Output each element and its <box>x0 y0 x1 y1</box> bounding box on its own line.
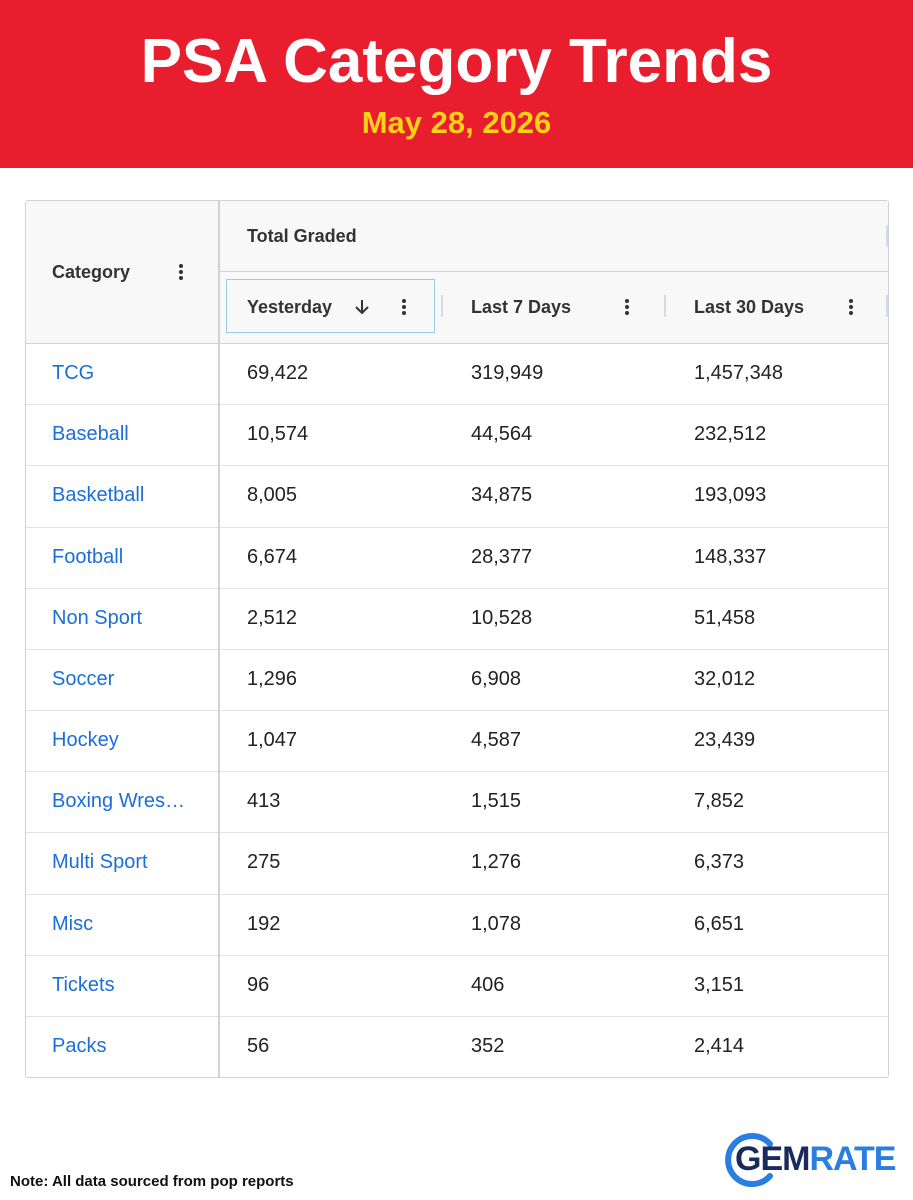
logo-text: RATE <box>809 1140 896 1178</box>
table-cell: 28,377 <box>471 545 533 568</box>
category-link[interactable]: Boxing Wres… <box>52 790 186 813</box>
table-cell: 8,005 <box>247 484 298 507</box>
table-cell: 148,337 <box>694 545 767 568</box>
category-link[interactable]: Baseball <box>52 423 129 446</box>
table-cell: 2,414 <box>694 1034 745 1057</box>
table-cell: 2,512 <box>247 606 298 629</box>
banner: PSA Category Trends May 28, 2026 <box>0 0 913 168</box>
row-divider <box>26 1015 888 1017</box>
footnote: Note: All data sourced from pop reports <box>10 1173 294 1190</box>
category-link[interactable]: Football <box>52 545 124 568</box>
logo-text: GEM <box>735 1140 810 1178</box>
sort-focus <box>226 279 435 333</box>
category-link[interactable]: Soccer <box>52 667 115 690</box>
column-resizer <box>886 295 888 317</box>
column-resizer <box>664 295 666 317</box>
column-menu[interactable] <box>624 298 630 316</box>
table-cell: 1,296 <box>247 667 298 690</box>
column-resizer <box>441 295 443 317</box>
table-cell: 6,908 <box>471 667 522 690</box>
column-divider <box>218 201 220 1077</box>
table-cell: 32,012 <box>694 667 756 690</box>
table-cell: 7,852 <box>694 790 745 813</box>
category-link[interactable]: TCG <box>52 362 95 385</box>
table-cell: 406 <box>471 973 505 996</box>
header-cell[interactable]: Category <box>26 201 219 343</box>
table-cell: 232,512 <box>694 423 767 446</box>
table-cell: 96 <box>247 973 270 996</box>
table-cell: 1,457,348 <box>694 362 783 385</box>
category-link[interactable]: Basketball <box>52 484 145 507</box>
table: Category Total Graded Yesterday Last 7 Days… <box>25 200 889 1078</box>
header-cell[interactable]: Last 30 Days <box>664 271 888 343</box>
category-link[interactable]: Non Sport <box>52 606 143 629</box>
table-cell: 1,078 <box>471 912 522 935</box>
row-divider <box>26 648 888 650</box>
table-cell: 6,651 <box>694 912 745 935</box>
category-link[interactable]: Hockey <box>52 729 119 752</box>
row-divider <box>26 832 888 834</box>
table-cell: 413 <box>247 790 281 813</box>
table-cell: 6,373 <box>694 851 745 874</box>
header-cell[interactable]: Last 7 Days <box>441 271 664 343</box>
row-divider <box>26 771 888 773</box>
title: PSA Category Trends <box>140 27 773 96</box>
table-cell: 56 <box>247 1034 270 1057</box>
table-cell: 34,875 <box>471 484 533 507</box>
column-menu[interactable] <box>401 298 407 316</box>
column-resizer <box>886 225 888 247</box>
table-cell: 3,151 <box>694 973 745 996</box>
category-link[interactable]: Packs <box>52 1034 107 1057</box>
category-link[interactable]: Misc <box>52 912 94 935</box>
row-divider <box>26 710 888 711</box>
table-cell: 319,949 <box>471 362 544 385</box>
row-divider <box>26 465 888 467</box>
table-cell: 6,674 <box>247 545 298 568</box>
table-cell: 4,587 <box>471 729 522 752</box>
row-divider <box>26 526 888 528</box>
logo-ring <box>725 1133 773 1187</box>
row-divider <box>26 954 888 956</box>
group-header: Total Graded <box>219 201 888 271</box>
table-cell: 193,093 <box>694 484 767 507</box>
column-menu[interactable] <box>178 263 184 281</box>
table-cell: 10,528 <box>471 606 533 629</box>
logo: GEMRATE <box>735 1140 896 1179</box>
category-link[interactable]: Multi Sport <box>52 851 148 874</box>
subtitle: May 28, 2026 <box>361 105 552 140</box>
table-cell: 1,047 <box>247 729 298 752</box>
table-cell: 23,439 <box>694 729 756 752</box>
row-divider <box>26 404 888 406</box>
table-cell: 51,458 <box>694 606 756 629</box>
column-menu[interactable] <box>848 298 854 316</box>
table-cell: 352 <box>471 1034 505 1057</box>
table-cell: 275 <box>247 851 281 874</box>
table-cell: 10,574 <box>247 423 309 446</box>
row-divider <box>26 893 888 895</box>
header-divider <box>219 271 888 272</box>
table-cell: 44,564 <box>471 423 533 446</box>
header-divider <box>26 343 888 344</box>
table-cell: 1,515 <box>471 790 522 813</box>
sort-arrow[interactable] <box>354 298 370 316</box>
table-cell: 1,276 <box>471 851 522 874</box>
table-cell: 192 <box>247 912 281 935</box>
row-divider <box>26 587 888 589</box>
category-link[interactable]: Tickets <box>52 973 115 996</box>
table-cell: 69,422 <box>247 362 309 385</box>
